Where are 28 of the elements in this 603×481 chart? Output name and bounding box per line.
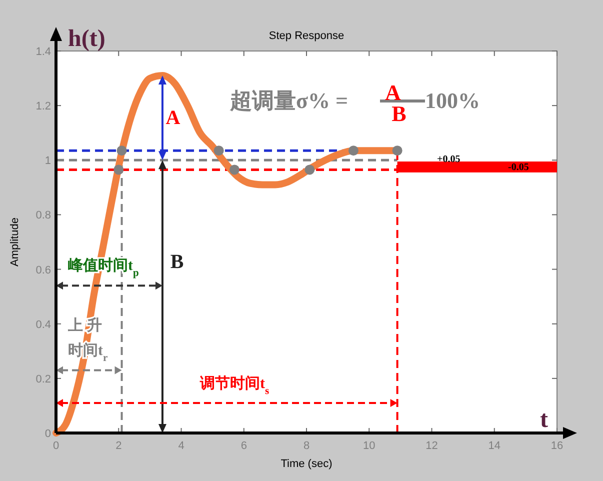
y-tick-label: 1.4 (36, 46, 51, 58)
y-tick-label: 0.6 (36, 264, 51, 276)
x-tick-label: 0 (52, 440, 60, 452)
y-tick-label: 1.2 (36, 100, 51, 113)
y-tick-label: 0.2 (36, 373, 51, 386)
chart-title: Step Response (268, 30, 344, 42)
y-tick-label: 0 (44, 428, 51, 440)
x-tick-label: 4 (178, 440, 184, 452)
annotation: t (540, 407, 548, 433)
y-tick-label: 0.8 (36, 210, 51, 222)
annotation: B (170, 251, 184, 273)
annotation: 100% (425, 88, 480, 113)
annotation: A (166, 107, 181, 129)
x-tick-label: 16 (550, 440, 564, 452)
y-tick-label: 0.4 (36, 318, 51, 331)
annotation: -0.05 (508, 162, 529, 173)
x-axis-title: Time (sec) (280, 458, 332, 470)
y-tick-label: 1 (44, 155, 51, 168)
annotation: 调节时间t$_{s}$ (199, 375, 270, 396)
x-tick-label: 14 (488, 440, 500, 452)
x-tick-label: 12 (426, 440, 438, 452)
x-tick-label: 10 (363, 440, 376, 452)
x-tick-label: 8 (303, 440, 310, 452)
annotation: h(t) (68, 26, 106, 52)
annotation: 超调量σ% = (229, 88, 348, 113)
x-tick-label: 6 (240, 440, 247, 452)
y-axis-title: Amplitude (9, 218, 21, 266)
x-tick-label: 2 (116, 440, 122, 452)
